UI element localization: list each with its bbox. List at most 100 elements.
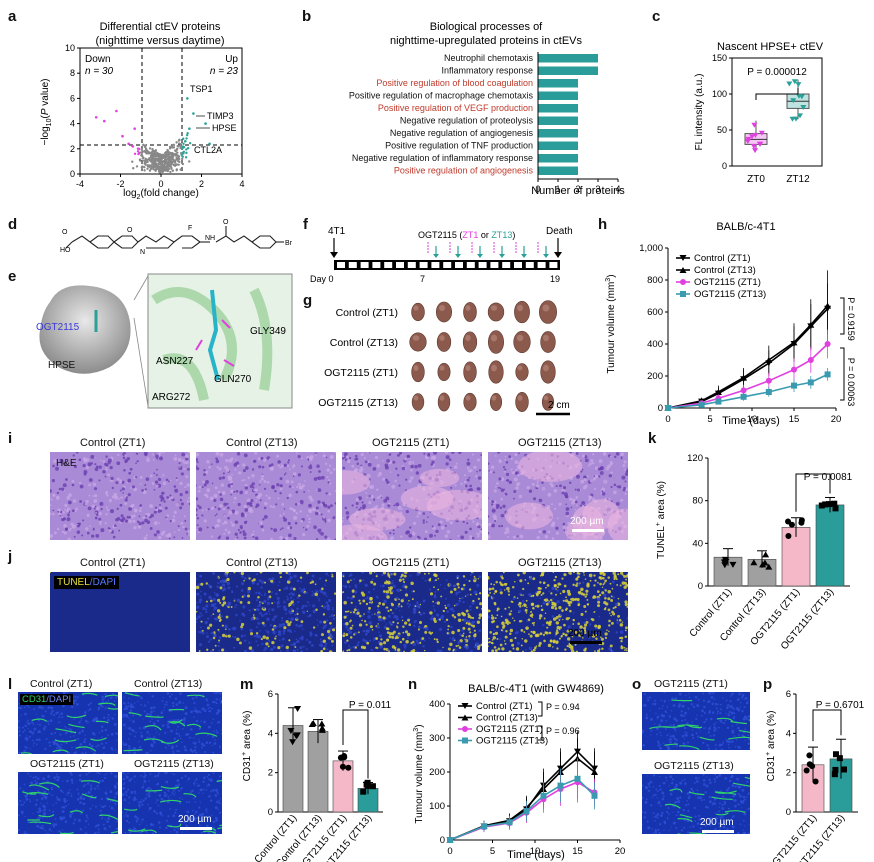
i-title: Control (ZT13)	[226, 437, 298, 449]
n-p1: P = 0.94	[546, 702, 580, 712]
k-bar	[815, 504, 845, 587]
a-point	[161, 169, 165, 173]
a-ylabel: −log10(P value)	[40, 78, 53, 145]
c-point	[758, 130, 765, 136]
m-ytick: 2	[268, 768, 273, 779]
b-category-label: Negative regulation of proteolysis	[400, 116, 534, 126]
line-marker	[807, 321, 815, 328]
i-title: OGT2115 (ZT13)	[518, 437, 602, 449]
h-xtick: 10	[747, 414, 758, 425]
n-xtick: 5	[490, 846, 495, 857]
b-xtick: 4	[615, 184, 620, 194]
a-point	[146, 167, 149, 170]
a-protein-tsp1: TSP1	[190, 84, 213, 94]
a-point	[161, 165, 164, 168]
a-point	[158, 170, 162, 173]
b-xtick: 1	[555, 184, 560, 194]
line-marker	[762, 551, 770, 558]
c-point	[749, 134, 756, 140]
a-down-n: n = 30	[85, 66, 114, 77]
tumour-photo	[514, 300, 530, 324]
a-point	[174, 164, 177, 167]
tumour-photo	[540, 331, 556, 353]
a-point	[175, 168, 179, 171]
p-pvalue: P = 0.6701	[816, 700, 865, 711]
a-point	[156, 166, 159, 169]
b-bar	[538, 91, 578, 100]
n-series-line	[449, 777, 596, 841]
panel-c-box: Nascent HPSE+ ctEV 0 50 100 150 ZT0 ZT12 P = …	[694, 41, 824, 185]
a-point	[151, 159, 154, 162]
a-point	[140, 166, 144, 169]
a-subtitle: (nighttime versus daytime)	[96, 35, 225, 47]
a-point	[150, 166, 154, 169]
line-marker	[591, 792, 598, 799]
a-point	[154, 164, 158, 168]
a-point	[184, 156, 188, 159]
cd31-image	[122, 772, 222, 834]
a-point-down	[133, 127, 136, 130]
n-legend-item: Control (ZT1)	[476, 701, 532, 712]
a-point	[152, 165, 156, 169]
tumour-photo	[463, 392, 477, 412]
a-point	[177, 144, 180, 148]
c-pvalue: P = 0.000012	[747, 67, 807, 78]
l-stain: CD31/DAPI	[20, 694, 74, 705]
panel-letter-p: p	[763, 676, 773, 693]
n-legend-item: OGT2115 (ZT13)	[476, 736, 548, 747]
panel-a-volcano: Differential ctEV proteins (nighttime ve…	[40, 21, 245, 201]
l-title: Control (ZT13)	[134, 678, 203, 690]
a-point	[140, 154, 143, 157]
b-category-label: Inflammatory response	[441, 66, 533, 76]
panel-letter-d: d	[8, 216, 18, 233]
a-point	[179, 168, 182, 171]
line-marker	[360, 788, 367, 795]
line-marker	[750, 559, 758, 566]
a-point	[131, 144, 134, 148]
a-point-up	[184, 139, 187, 143]
a-point	[174, 159, 177, 162]
c-point	[752, 148, 759, 154]
i-scale: 200 µm	[570, 516, 604, 527]
tumour-photo	[488, 330, 504, 354]
a-point	[179, 152, 183, 155]
panel-e-zoom: GLY349 ASN227 GLN270 ARG272	[133, 273, 293, 409]
line-marker	[665, 405, 671, 411]
a-point	[186, 132, 189, 135]
a-point-up	[208, 142, 211, 146]
line-marker	[318, 726, 326, 733]
c-plot: 0 50 100 150 ZT0 ZT12	[712, 53, 810, 185]
tumour-photo	[409, 332, 427, 352]
a-point	[163, 159, 167, 162]
a-xtick: 4	[239, 179, 244, 189]
line-marker	[462, 737, 468, 744]
b-title-2: nighttime-upregulated proteins in ctEVs	[390, 35, 582, 47]
a-point	[188, 160, 191, 163]
n-title: BALB/c-4T1 (with GW4869)	[468, 683, 604, 695]
e-label-ogt2115: OGT2115	[36, 322, 80, 333]
k-ytick: 0	[698, 581, 703, 592]
line-marker	[557, 782, 564, 789]
tunel-image	[196, 572, 336, 652]
h-ytick: 600	[647, 307, 663, 318]
tunel-image	[342, 572, 482, 652]
line-marker	[293, 732, 301, 739]
a-xtick: -2	[116, 179, 124, 189]
cd31-image	[18, 772, 118, 834]
c-point	[790, 98, 797, 104]
tunel-image	[488, 572, 628, 652]
cd31-image	[122, 692, 222, 754]
k-ylabel: TUNEL+ area (%)	[655, 481, 667, 559]
a-ticks: -4 -2 0 2 4 0 2 4 6 8 10	[65, 43, 245, 189]
i-stain: H&E	[56, 458, 77, 469]
line-marker	[831, 500, 838, 507]
a-point	[171, 169, 175, 172]
b-category-label: Neutrophil chemotaxis	[444, 53, 534, 63]
line-marker	[722, 558, 730, 565]
panel-letter-f: f	[303, 216, 308, 233]
o-scale: 200 µm	[700, 817, 734, 828]
line-marker	[680, 279, 686, 285]
n-ytick: 400	[429, 699, 445, 710]
